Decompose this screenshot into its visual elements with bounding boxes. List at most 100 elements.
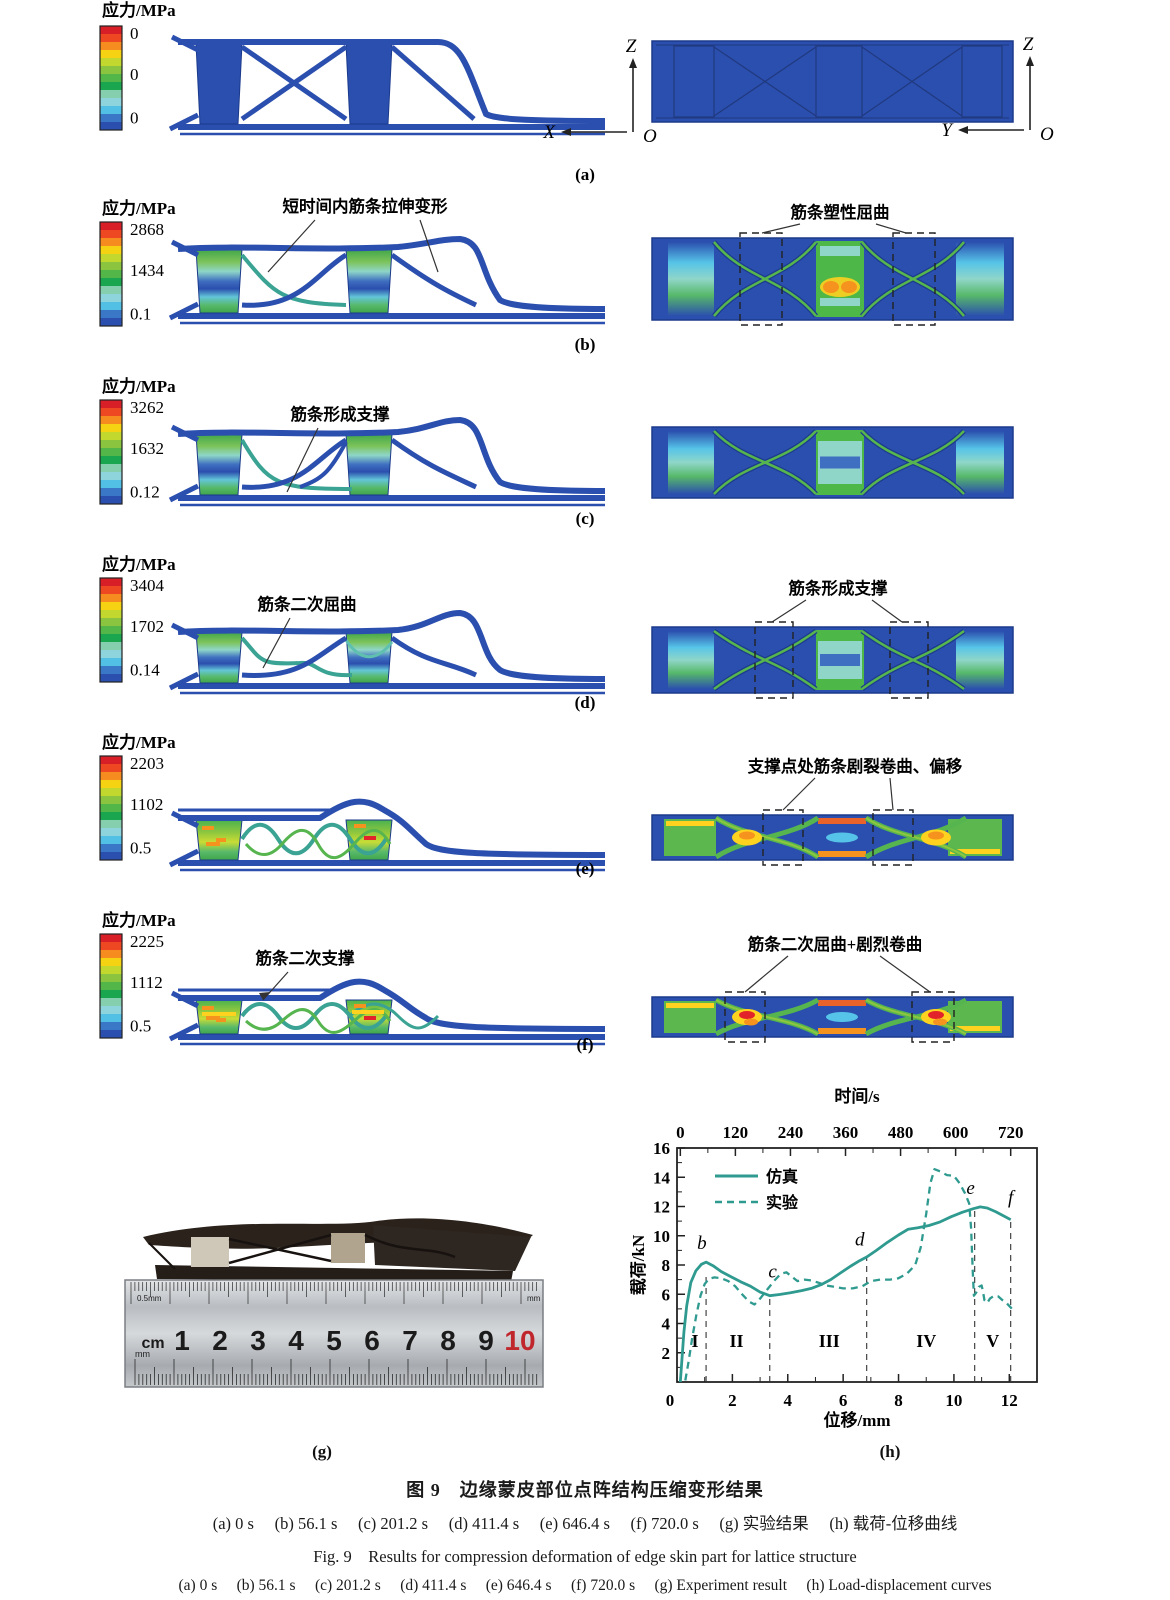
chart-origin: 0 xyxy=(666,1391,675,1410)
axis-letter-v: Z xyxy=(626,36,637,57)
row-label: (b) xyxy=(575,335,596,354)
fem-front-view-a xyxy=(651,40,1014,123)
colorbar-title: 应力/MPa xyxy=(102,732,176,752)
colorbar-d: 应力/MPa 3404 1702 0.14 xyxy=(99,554,176,683)
fem-front-view-f xyxy=(651,996,1014,1038)
axis-origin: O xyxy=(643,126,657,147)
axis-letter-h: X xyxy=(542,122,556,143)
colorbar-max: 2868 xyxy=(130,220,164,239)
caption-en-sub: (a) 0 s (b) 56.1 s (c) 201.2 s (d) 411.4… xyxy=(178,1577,992,1594)
point-label: e xyxy=(966,1178,974,1199)
axes-yz: Z Y O xyxy=(941,34,1054,145)
colorbar-mid: 0 xyxy=(130,65,139,84)
ruler-cm-label: cm xyxy=(141,1335,164,1352)
left-annotation: 短时间内筋条拉伸变形 xyxy=(283,196,449,216)
fem-side-view-c xyxy=(168,416,606,507)
ruler-number: 7 xyxy=(402,1325,418,1356)
colorbar-a: 应力/MPa 0 0 0 xyxy=(99,0,176,131)
axes-xz: Z X O xyxy=(542,36,657,147)
stage-label: II xyxy=(730,1331,744,1351)
annotations-d: 筋条二次屈曲 筋条形成支撑 xyxy=(257,578,929,699)
caption-cn-title: 图 9 边缘蒙皮部位点阵结构压缩变形结果 xyxy=(406,1480,764,1500)
colorbar-title: 应力/MPa xyxy=(102,198,176,218)
fem-side-view-a xyxy=(168,34,606,136)
colorbar-c: 应力/MPa 3262 1632 0.12 xyxy=(99,376,176,505)
fem-front-view-d xyxy=(651,626,1014,694)
stage-label: V xyxy=(986,1331,999,1351)
stage-label: III xyxy=(819,1331,840,1351)
colorbar-title: 应力/MPa xyxy=(102,376,176,396)
subfigure-label-h: (h) xyxy=(879,1442,901,1461)
chart-x-tick: 10 xyxy=(945,1391,962,1410)
ruler-number: 8 xyxy=(440,1325,456,1356)
chart-y-tick: 6 xyxy=(662,1285,671,1304)
chart-top-tick: 720 xyxy=(998,1123,1024,1142)
axis-letter-v: Z xyxy=(1023,34,1034,55)
chart-x-tick: 8 xyxy=(894,1391,903,1410)
axis-origin: O xyxy=(1040,124,1054,145)
ruler-number: 4 xyxy=(288,1325,304,1356)
ruler-number: 3 xyxy=(250,1325,266,1356)
chart-top-axis-label: 时间/s xyxy=(834,1086,880,1106)
colorbar-min: 0.5 xyxy=(130,1016,151,1035)
colorbar-title: 应力/MPa xyxy=(102,0,176,20)
ruler-number: 10 xyxy=(504,1325,535,1356)
right-annotation: 筋条塑性屈曲 xyxy=(790,202,890,222)
fem-row-f: 应力/MPa 2225 1112 0.5 筋条二次支撑 筋条二次屈曲+剧烈卷曲 (f) xyxy=(99,910,1014,1054)
caption-en-title: Fig. 9 Results for compression deformati… xyxy=(313,1547,857,1566)
chart-top-tick: 600 xyxy=(943,1123,969,1142)
ruler-mm-label: mm xyxy=(527,1294,541,1303)
ruler-number: 2 xyxy=(212,1325,228,1356)
chart-y-tick: 4 xyxy=(662,1315,671,1334)
annotations-b: 短时间内筋条拉伸变形 筋条塑性屈曲 xyxy=(267,196,936,326)
axis-letter-h: Y xyxy=(941,120,954,141)
fem-side-view-b xyxy=(168,235,606,325)
fem-front-view-c xyxy=(651,426,1014,499)
left-annotation: 筋条形成支撑 xyxy=(290,404,391,424)
ruler-number: 1 xyxy=(174,1325,190,1356)
experiment-photo: 0.5mm mm mm cm 1 2 3 4 5 6 7 8 9 10 xyxy=(115,1185,555,1440)
colorbar-max: 3262 xyxy=(130,398,164,417)
colorbar-f: 应力/MPa 2225 1112 0.5 xyxy=(99,910,176,1039)
stage-label: IV xyxy=(916,1331,936,1351)
colorbar-mid: 1102 xyxy=(130,795,163,814)
chart-top-tick: 360 xyxy=(833,1123,859,1142)
annotations-c: 筋条形成支撑 xyxy=(286,404,391,493)
chart-top-tick: 120 xyxy=(723,1123,749,1142)
row-label: (f) xyxy=(577,1035,594,1054)
point-label: f xyxy=(1008,1188,1016,1209)
colorbar-b: 应力/MPa 2868 1434 0.1 xyxy=(99,198,176,327)
point-label: c xyxy=(768,1261,777,1282)
stage-label: I xyxy=(691,1331,698,1351)
chart-x-tick: 6 xyxy=(839,1391,848,1410)
colorbar-title: 应力/MPa xyxy=(102,554,176,574)
fem-row-c: 应力/MPa 3262 1632 0.12 筋条形成支撑 (c) xyxy=(99,376,1014,528)
caption-cn-sub: (a) 0 s (b) 56.1 s (c) 201.2 s (d) 411.4… xyxy=(212,1514,958,1533)
fem-row-a: 应力/MPa 0 0 0 Z X O Z Y O (a) xyxy=(99,0,1054,184)
colorbar-max: 2203 xyxy=(130,754,164,773)
colorbar-mid: 1112 xyxy=(130,973,163,992)
annotations-f: 筋条二次支撑 筋条二次屈曲+剧烈卷曲 xyxy=(255,934,955,1043)
fem-front-view-b xyxy=(651,237,1014,321)
right-annotation: 支撑点处筋条剧裂卷曲、偏移 xyxy=(748,756,963,776)
chart-y-axis-label: 载荷/kN xyxy=(630,1234,648,1295)
colorbar-e: 应力/MPa 2203 1102 0.5 xyxy=(99,732,176,861)
row-label: (e) xyxy=(576,859,595,878)
chart-y-tick: 2 xyxy=(662,1344,671,1363)
annotations-e: 支撑点处筋条剧裂卷曲、偏移 xyxy=(748,756,963,866)
fem-side-view-d xyxy=(168,609,606,695)
chart-y-tick: 10 xyxy=(653,1227,670,1246)
fem-row-e: 应力/MPa 2203 1102 0.5 支撑点处筋条剧裂卷曲、偏移 (e) xyxy=(99,732,1014,878)
row-label: (d) xyxy=(575,693,596,712)
point-label: b xyxy=(697,1233,707,1254)
ruler-number: 6 xyxy=(364,1325,380,1356)
chart-x-tick: 2 xyxy=(728,1391,737,1410)
chart-x-tick: 4 xyxy=(784,1391,793,1410)
chart-y-tick: 14 xyxy=(653,1168,671,1187)
colorbar-mid: 1702 xyxy=(130,617,164,636)
series-simulation xyxy=(678,1205,1012,1383)
chart-x-axis-label: 位移/mm xyxy=(823,1410,890,1430)
chart-y-tick: 12 xyxy=(653,1198,670,1217)
